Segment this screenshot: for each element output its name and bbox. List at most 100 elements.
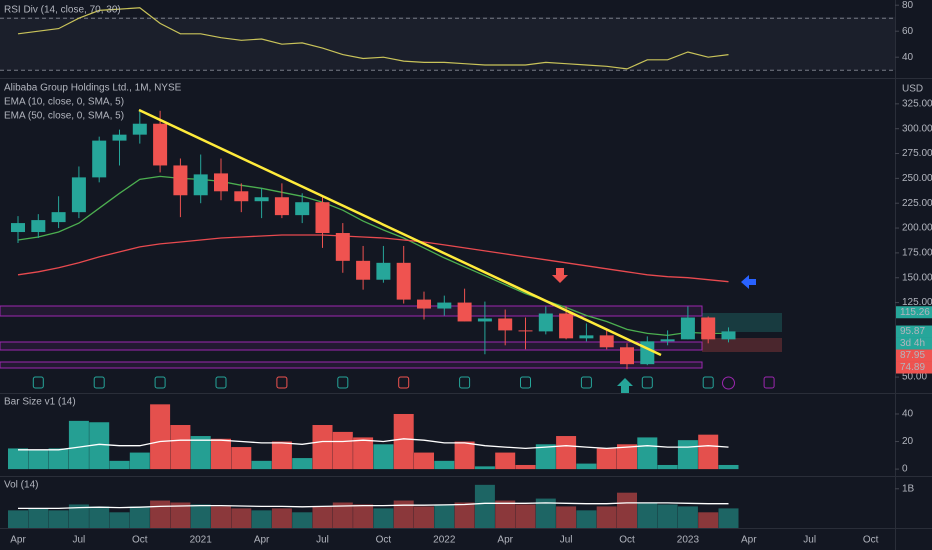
bar [434,460,455,470]
candle-body [112,134,127,141]
candle-body [356,260,371,280]
rsi-band [0,17,895,70]
x-tick-label: Oct [132,535,148,546]
bar [434,504,455,528]
bar [211,506,231,528]
bar [596,506,617,528]
bar [576,510,597,528]
average-line [18,502,729,510]
bar [68,420,89,470]
bar [190,436,211,470]
bar [89,506,110,528]
candle-body [396,262,411,300]
earnings-icon [641,376,653,389]
earnings-icon [763,376,775,389]
y-tick-label: 0 [902,464,908,475]
bar [698,434,719,470]
y-tick-label: 50.00 [902,372,927,383]
bar [332,431,353,470]
bar [271,441,292,470]
bar [109,512,130,528]
price-label-box [896,349,932,362]
y-tick-label: 250.00 [902,173,932,184]
candle-body [721,331,736,340]
x-tick-label: Apr [741,535,757,546]
rsi-line [17,7,729,70]
bar [474,466,495,470]
candle-body [498,318,513,331]
candle-body [599,335,614,348]
bar [495,452,516,470]
bar [150,404,171,470]
bar [414,506,434,528]
bar [28,508,49,528]
zone [0,361,703,369]
x-tick-label: Oct [863,535,879,546]
bar [332,502,353,528]
earnings-icon [93,376,105,389]
bar [718,508,739,528]
candle-body [640,341,655,365]
earnings-icons [32,376,775,390]
countdown-box [896,337,932,350]
price-label: 115.26 [900,307,930,318]
y-tick-label: 125.00 [902,297,932,308]
zones [0,305,703,369]
bar [657,504,678,528]
candle-body [457,302,472,322]
candle-body [173,165,188,196]
bar [231,447,252,470]
bar [251,460,272,470]
candle-body [315,202,330,234]
zone [0,305,703,317]
target-box [702,313,782,332]
x-tick-label: Jul [560,535,573,546]
bar [556,506,577,528]
earnings-icon [337,376,349,389]
barsize-legend: Bar Size v1 (14) [4,397,76,408]
candle-body [274,197,289,216]
price-label: 87.95 [900,350,925,361]
x-tick-label: 2021 [190,535,213,546]
bar [48,448,69,470]
unit-label: USD [902,84,923,95]
bar [657,464,678,470]
price-label: 74.89 [900,362,925,373]
y-tick-label: 275.00 [902,148,932,159]
earnings-icon [702,376,714,389]
ema-line [17,175,729,337]
bar [271,508,292,528]
x-tick-label: Apr [497,535,513,546]
price-label: 95.87 [900,326,925,337]
bar [292,512,313,528]
x-tick-label: Oct [376,535,392,546]
y-tick-label: 325.00 [902,98,932,109]
earnings-icon [32,376,44,389]
bar [454,441,475,470]
candle-body [376,262,391,280]
candle-body [132,123,147,135]
y-tick-label: 200.00 [902,223,932,234]
candle-body [559,313,574,339]
bar [251,510,272,528]
candle-body [701,317,716,340]
bar [454,502,475,528]
bar [515,464,536,470]
plot: 80 60 40 325.00 300.00 275.00 250.00 225.00 200.… [0,0,932,528]
candle-body [153,123,168,166]
candle-body [234,191,249,202]
bar [576,463,597,470]
candle-body [71,177,86,213]
candle-body [31,220,46,233]
y-tick-label: 40 [902,52,914,63]
earnings-icon [520,376,531,389]
candle-body [92,140,107,178]
candle-body [417,299,431,309]
candle-body [11,223,25,233]
bar [150,500,171,528]
bar [48,510,69,528]
bar [8,510,28,528]
down-arrow [552,268,568,283]
